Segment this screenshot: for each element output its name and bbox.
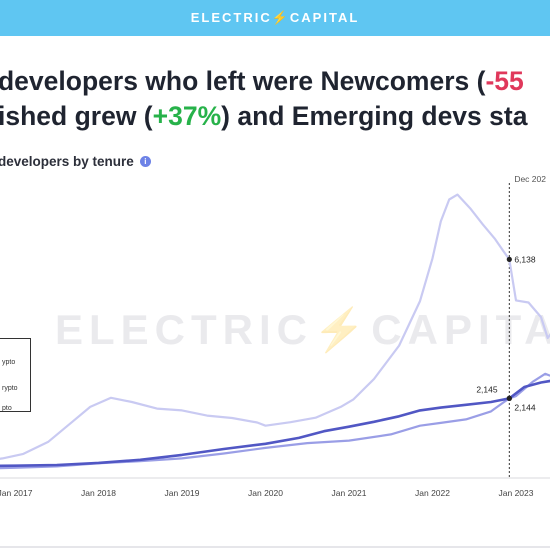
series-line-1: [0, 193, 550, 460]
brand-banner: ELECTRIC⚡CAPITAL: [0, 0, 550, 36]
x-tick-label: Jan 2022: [415, 488, 450, 498]
newcomers-change: -55: [485, 66, 524, 96]
headline: developers who left were Newcomers (-55 …: [0, 64, 550, 134]
info-icon[interactable]: i: [139, 156, 151, 167]
series-line-3: [0, 379, 550, 468]
x-tick-label: Jan 2023: [499, 488, 534, 498]
legend-item-1: ypto: [2, 359, 16, 366]
annotation-label: 6,138: [514, 254, 536, 264]
chart-subtitle: developers by tenure i: [0, 154, 151, 169]
x-tick-label: Jan 2020: [248, 488, 283, 498]
chart-subtitle-text: developers by tenure: [0, 154, 134, 169]
legend-item-2: rypto: [2, 385, 18, 392]
annotation-label: 2,144: [514, 402, 536, 412]
watermark: ELECTRIC⚡CAPITAL: [55, 306, 550, 353]
footer-divider: [0, 546, 550, 548]
chart-legend: ypto rypto pto: [0, 338, 31, 412]
annotation-point: [506, 256, 512, 262]
headline-line-2-text: ished grew (: [0, 101, 153, 131]
dec-marker-label: Dec 202: [514, 174, 546, 184]
legend-item-3: pto: [2, 405, 12, 412]
x-tick-label: Jan 2018: [81, 488, 116, 498]
series-line-2: [0, 372, 550, 470]
headline-line-2-suffix: ) and Emerging devs sta: [221, 101, 528, 131]
x-tick-label: Jan 2017: [0, 488, 33, 498]
x-tick-label: Jan 2019: [165, 488, 200, 498]
headline-line-2: ished grew (+37%) and Emerging devs sta: [0, 99, 550, 134]
annotation-point: [506, 395, 512, 401]
headline-line-1: developers who left were Newcomers (-55: [0, 64, 550, 99]
x-tick-label: Jan 2021: [332, 488, 367, 498]
brand-logo: ELECTRIC⚡CAPITAL: [190, 10, 360, 25]
established-change: +37%: [152, 101, 222, 131]
headline-line-1-text: developers who left were Newcomers (: [0, 66, 486, 96]
annotation-label: 2,145: [476, 384, 498, 394]
